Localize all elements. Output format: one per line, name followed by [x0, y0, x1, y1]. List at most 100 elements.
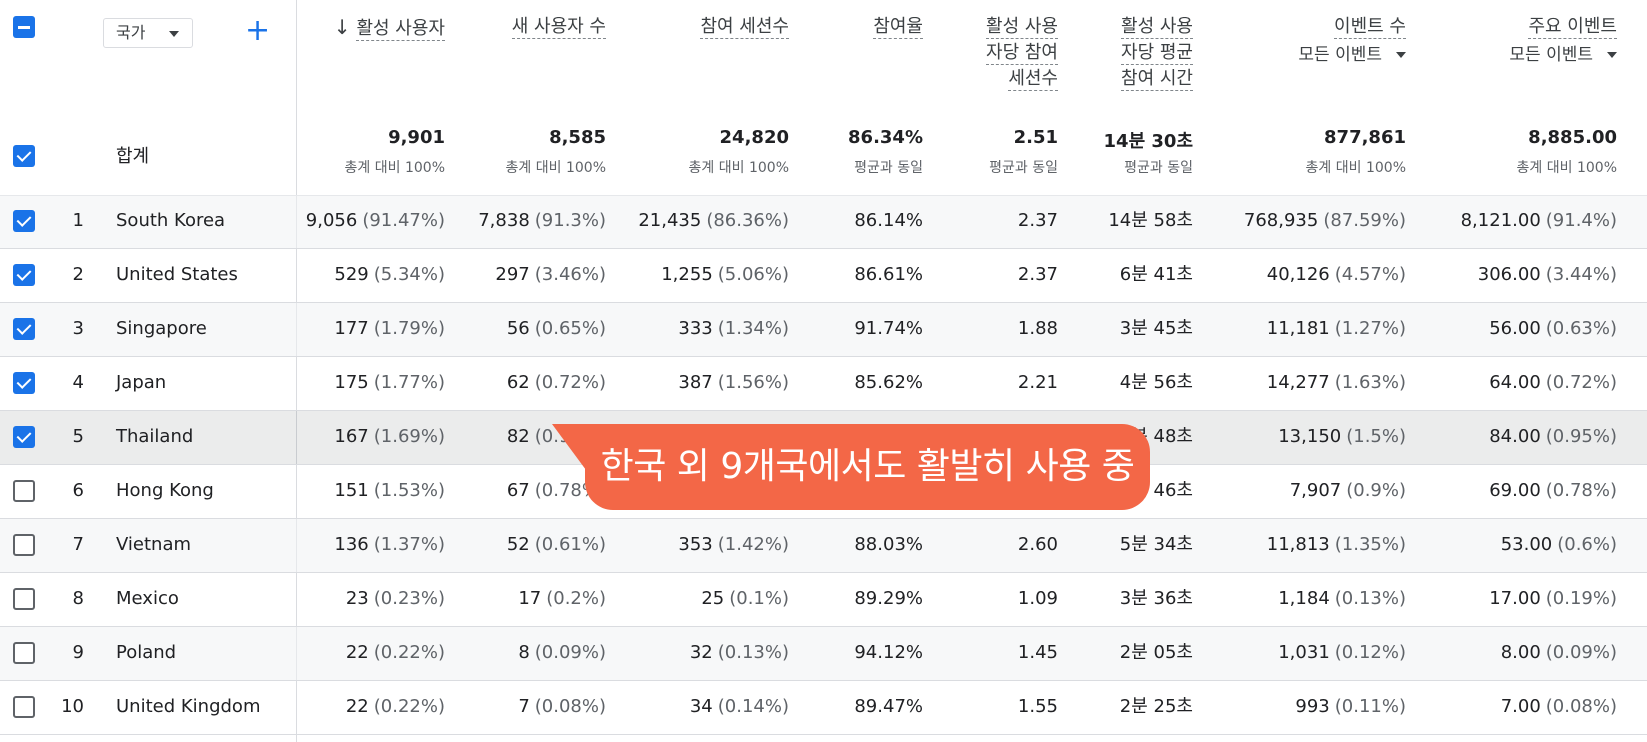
cell-percent: (91.47%): [362, 210, 445, 231]
chevron-down-icon: [168, 30, 179, 37]
row-checkbox[interactable]: [13, 210, 35, 232]
cell-percent: (5.34%): [373, 264, 445, 285]
event-filter-label: 모든 이벤트: [1298, 45, 1382, 65]
cell-engaged-sessions-per-user: 2.37: [1018, 249, 1058, 302]
column-header-engaged-sessions-per-user[interactable]: 활성 사용 자당 참여 세션수: [986, 14, 1058, 92]
row-checkbox[interactable]: [13, 696, 35, 718]
chevron-down-icon: [1396, 52, 1406, 58]
table-row[interactable]: 9 Poland 22 (0.22%) 8 (0.09%) 32 (0.13%) 94.12% 1…: [0, 627, 1647, 681]
row-checkbox[interactable]: [13, 426, 35, 448]
cell-active-users: 151 (1.53%): [334, 465, 445, 518]
column-header-engagement-rate[interactable]: 참여율: [873, 14, 923, 40]
cell-percent: (1.27%): [1334, 318, 1406, 339]
column-header-label: 참여 세션수: [700, 16, 789, 39]
cell-value: 13,150: [1278, 426, 1342, 447]
total-sub-active-users: 총계 대비 100%: [344, 160, 445, 176]
cell-value: 993: [1295, 696, 1330, 717]
table-row[interactable]: 2 United States 529 (5.34%) 297 (3.46%) 1,255(…: [0, 249, 1647, 303]
column-header-label: 세션수: [1008, 68, 1058, 91]
table-row[interactable]: 8 Mexico 23 (0.23%) 17 (0.2%) 25 (0.1%) 89.29% 1.…: [0, 573, 1647, 627]
total-key-events: 8,885.00: [1528, 127, 1617, 148]
cell-percent: (0.63%): [1545, 318, 1617, 339]
cell-percent: (1.5%): [1346, 426, 1406, 447]
cell-value: 136: [334, 534, 369, 555]
cell-value: 7: [518, 696, 530, 717]
cell-value: 62: [506, 372, 530, 393]
table-row[interactable]: 4 Japan 175 (1.77%) 62 (0.72%) 387 (1.56%) 85.62…: [0, 357, 1647, 411]
cell-engaged-sessions: 25 (0.1%): [701, 573, 789, 626]
row-checkbox[interactable]: [13, 642, 35, 664]
column-header-avg-engagement-time[interactable]: 활성 사용 자당 평균 참여 시간: [1121, 14, 1193, 92]
totals-checkbox[interactable]: [13, 145, 35, 167]
column-header-key-events[interactable]: 주요 이벤트 모든 이벤트: [1509, 14, 1617, 68]
cell-percent: (0.08%): [534, 696, 606, 717]
cell-percent: (1.63%): [1334, 372, 1406, 393]
cell-value: 529: [334, 264, 369, 285]
event-filter-select[interactable]: 모든 이벤트: [1298, 42, 1406, 68]
cell-percent: (1.79%): [373, 318, 445, 339]
table-row[interactable]: 3 Singapore 177 (1.79%) 56 (0.65%) 333 (1.34%) 9…: [0, 303, 1647, 357]
table-row[interactable]: 1 South Korea 9,056 (91.47%) 7,838 (91.3%) 21,…: [0, 195, 1647, 249]
cell-event-count: 11,181 (1.27%): [1267, 303, 1406, 356]
total-engaged-sessions: 24,820: [719, 127, 789, 148]
cell-value: 52: [506, 534, 530, 555]
cell-percent: (86.36%): [706, 210, 789, 231]
row-checkbox[interactable]: [13, 588, 35, 610]
row-checkbox[interactable]: [13, 372, 35, 394]
cell-engaged-sessions: 333 (1.34%): [678, 303, 789, 356]
row-number: 10: [61, 696, 84, 717]
cell-engagement-rate: 86.14%: [854, 195, 923, 248]
column-header-label: 참여 시간: [1121, 68, 1193, 91]
cell-engagement-rate: 85.62%: [854, 357, 923, 410]
add-dimension-button[interactable]: +: [245, 14, 270, 48]
cell-percent: (0.72%): [1545, 372, 1617, 393]
row-checkbox[interactable]: [13, 264, 35, 286]
column-header-engaged-sessions[interactable]: 참여 세션수: [700, 14, 789, 40]
event-filter-select[interactable]: 모든 이벤트: [1509, 42, 1617, 68]
row-checkbox[interactable]: [13, 318, 35, 340]
cell-avg-engagement-time: 4분 56초: [1120, 357, 1193, 410]
cell-percent: (0.6%): [1557, 534, 1617, 555]
cell-value: 64.00: [1489, 372, 1541, 393]
cell-key-events: 56.00 (0.63%): [1489, 303, 1617, 356]
column-header-label: 자당 참여: [986, 42, 1058, 65]
cell-percent: (0.09%): [1545, 642, 1617, 663]
column-header-new-users[interactable]: 새 사용자 수: [511, 14, 606, 40]
callout-banner: 한국 외 9개국에서도 활발히 사용 중: [585, 424, 1150, 510]
row-number: 6: [72, 480, 84, 501]
dimension-select[interactable]: 국가: [103, 18, 193, 48]
select-all-checkbox[interactable]: [13, 16, 35, 38]
cell-value: 7.00: [1500, 696, 1541, 717]
cell-value: 2.37: [1017, 264, 1058, 285]
cell-value: 40,126: [1266, 264, 1330, 285]
row-checkbox[interactable]: [13, 480, 35, 502]
sort-descending-icon: ↓: [333, 15, 351, 39]
cell-engaged-sessions: 1,255 (5.06%): [661, 249, 789, 302]
cell-percent: (0.08%): [1545, 696, 1617, 717]
column-header-event-count[interactable]: 이벤트 수 모든 이벤트: [1298, 14, 1406, 68]
table-row[interactable]: 10 United Kingdom 22 (0.22%) 7 (0.08%) 34 (0.14…: [0, 681, 1647, 735]
cell-percent: (0.61%): [534, 534, 606, 555]
row-number: 3: [72, 318, 84, 339]
plus-icon: +: [245, 13, 271, 48]
cell-engaged-sessions-per-user: 2.37: [1018, 195, 1058, 248]
total-sub-engaged-sessions-per-user: 평균과 동일: [989, 160, 1058, 176]
cell-engaged-sessions: 21,435 (86.36%): [638, 195, 789, 248]
cell-percent: (3.46%): [534, 264, 606, 285]
cell-percent: (91.3%): [534, 210, 606, 231]
cell-active-users: 22 (0.22%): [346, 627, 445, 680]
cell-value: 333: [678, 318, 713, 339]
table-row[interactable]: 7 Vietnam 136 (1.37%) 52 (0.61%) 353 (1.42%) 88.…: [0, 519, 1647, 573]
cell-engaged-sessions: 387 (1.56%): [678, 357, 789, 410]
row-checkbox[interactable]: [13, 534, 35, 556]
row-number: 7: [72, 534, 84, 555]
cell-value: 85.62%: [854, 372, 923, 393]
cell-value: 1.88: [1017, 318, 1058, 339]
cell-new-users: 52 (0.61%): [507, 519, 606, 572]
cell-value: 5분 34초: [1119, 534, 1193, 555]
total-new-users: 8,585: [549, 127, 606, 148]
cell-percent: (3.44%): [1545, 264, 1617, 285]
column-header-active-users[interactable]: ↓ 활성 사용자: [334, 14, 445, 42]
cell-value: 21,435: [638, 210, 702, 231]
cell-active-users: 136 (1.37%): [334, 519, 445, 572]
